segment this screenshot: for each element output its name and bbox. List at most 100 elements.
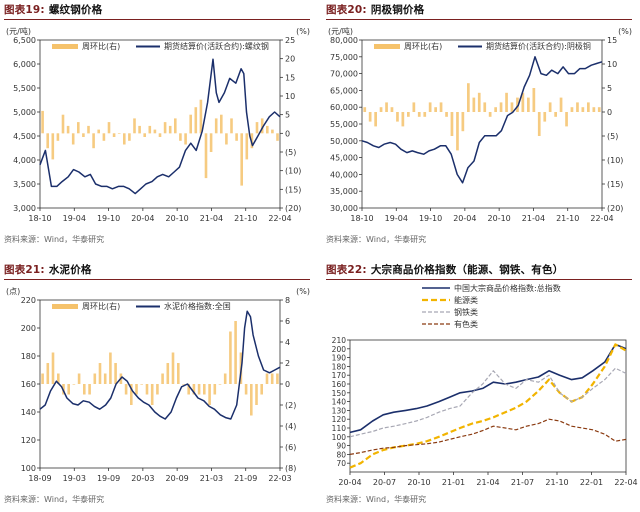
weekly-change-bar — [130, 384, 133, 405]
x-tick-label: 22-04 — [590, 214, 613, 223]
x-tick-label: 19-10 — [97, 214, 120, 223]
weekly-change-bar — [225, 133, 228, 145]
weekly-change-bar — [41, 373, 44, 384]
x-tick-label: 20-04 — [453, 214, 476, 223]
left-tick-label: 4,500 — [13, 132, 36, 141]
weekly-change-bar — [82, 133, 85, 137]
left-tick-label: 5,500 — [13, 84, 36, 93]
weekly-change-bar — [271, 129, 274, 134]
weekly-change-bar — [171, 352, 175, 384]
chart-panel-copper: 图表20: 阴极铜价格 (元/吨) (%) 周环比(右) 期货结算价(活跃合约):阴极铜… — [326, 2, 638, 252]
plot-frame — [39, 299, 281, 469]
rebar-price-chart: (元/吨) (%) 周环比(右) 期货结算价(活跃合约):螺纹钢 3,000 3,500 4… — [6, 26, 310, 223]
weekly-change-bar — [537, 112, 541, 136]
weekly-change-bar — [559, 97, 563, 112]
x-tick-label: 20-09 — [166, 474, 189, 483]
right-unit-label: (%) — [296, 27, 310, 36]
right-tick-label: (2) — [285, 401, 296, 410]
chart-title: 图表21: 水泥价格 — [4, 262, 310, 280]
weekly-change-bar — [177, 363, 180, 384]
x-tick-label: 21-10 — [234, 214, 257, 223]
chart-source: 资料来源：Wind，华泰研究 — [4, 495, 105, 504]
weekly-change-bar — [156, 384, 159, 395]
chart-title: 图表20: 阴极铜价格 — [326, 2, 632, 20]
chart-number: 图表19: — [4, 4, 45, 16]
left-unit-label: (点) — [6, 287, 20, 296]
weekly-change-bar — [218, 384, 222, 385]
left-tick-label: 6,500 — [13, 36, 36, 45]
weekly-change-bar — [229, 331, 232, 384]
chart-title-text: 水泥价格 — [48, 264, 92, 276]
price-line — [39, 58, 281, 195]
weekly-change-bar — [265, 373, 269, 384]
y-tick-label: 140 — [332, 398, 347, 407]
weekly-change-bar — [77, 122, 80, 134]
weekly-change-bar — [114, 363, 117, 384]
x-tick-label: 21-10 — [556, 214, 579, 223]
weekly-change-bar — [128, 133, 131, 141]
weekly-change-bar — [46, 133, 49, 149]
left-tick-label: 65,000 — [330, 86, 358, 95]
weekly-change-bar — [197, 384, 201, 395]
weekly-change-bar — [428, 102, 432, 112]
legend-line-label: 期货结算价(活跃合约):螺纹钢 — [164, 41, 269, 51]
chart-title-text: 阴极铜价格 — [370, 4, 425, 16]
right-tick-label: (5) — [607, 132, 618, 141]
weekly-change-bar — [244, 384, 248, 395]
weekly-change-bar — [204, 133, 208, 179]
left-tick-label: 140 — [21, 408, 36, 417]
weekly-change-bar — [587, 102, 590, 112]
left-tick-label: 4,000 — [13, 156, 36, 165]
left-tick-label: 180 — [21, 352, 36, 361]
weekly-change-bar — [220, 114, 223, 134]
left-tick-label: 45,000 — [330, 154, 358, 163]
right-tick-label: 15 — [285, 73, 295, 82]
y-tick-label: 130 — [332, 406, 347, 415]
left-tick-label: 3,500 — [13, 180, 36, 189]
right-tick-label: 5 — [285, 111, 290, 120]
x-tick-label: 18-09 — [28, 474, 51, 483]
weekly-change-bar — [66, 125, 70, 134]
legend-bar-swatch — [374, 44, 400, 49]
weekly-change-bar — [77, 373, 81, 384]
x-tick-label: 21-04 — [476, 478, 499, 487]
weekly-change-bar — [554, 112, 557, 117]
y-tick-label: 210 — [332, 336, 347, 345]
left-tick-label: 60,000 — [330, 103, 358, 112]
y-tick-label: 90 — [336, 442, 346, 451]
weekly-change-bar — [168, 125, 172, 134]
legend-bar-label: 周环比(右) — [82, 41, 120, 51]
cement-price-chart: (点) (%) 周环比(右) 水泥价格指数:全国 100 120 140 160 180 200 2… — [6, 287, 310, 483]
right-tick-label: 20 — [285, 55, 295, 64]
x-tick-label: 20-04 — [131, 214, 154, 223]
right-tick-label: 8 — [285, 296, 290, 305]
x-tick-label: 22-04 — [268, 214, 291, 223]
weekly-change-bar — [390, 107, 394, 112]
right-tick-label: 0 — [285, 380, 290, 389]
weekly-change-bar — [245, 133, 249, 160]
chart-number: 图表22: — [326, 264, 367, 276]
right-tick-label: (10) — [285, 167, 301, 176]
y-tick-label: 180 — [332, 362, 347, 371]
weekly-change-bar — [521, 92, 525, 112]
x-tick-label: 20-10 — [488, 214, 511, 223]
right-tick-label: (20) — [607, 204, 623, 213]
right-tick-label: 6 — [285, 317, 290, 326]
weekly-change-bar — [576, 102, 579, 112]
weekly-change-bar — [41, 110, 44, 134]
left-unit-label: (元/吨) — [328, 26, 353, 36]
weekly-change-bar — [57, 373, 60, 384]
weekly-change-bar — [445, 112, 448, 117]
weekly-change-bar — [363, 107, 367, 112]
right-unit-label: (%) — [618, 27, 632, 36]
x-tick-label: 19-10 — [419, 214, 442, 223]
left-tick-label: 70,000 — [330, 70, 358, 79]
series-line — [349, 343, 627, 434]
y-tick-label: 100 — [332, 433, 347, 442]
x-tick-label: 21-04 — [200, 214, 223, 223]
left-unit-label: (元/吨) — [6, 26, 31, 36]
legend-bar-label: 周环比(右) — [404, 41, 442, 51]
legend-label: 中国大宗商品价格指数:总指数 — [454, 283, 561, 293]
weekly-change-bar — [570, 107, 574, 112]
weekly-change-bar — [494, 107, 497, 112]
